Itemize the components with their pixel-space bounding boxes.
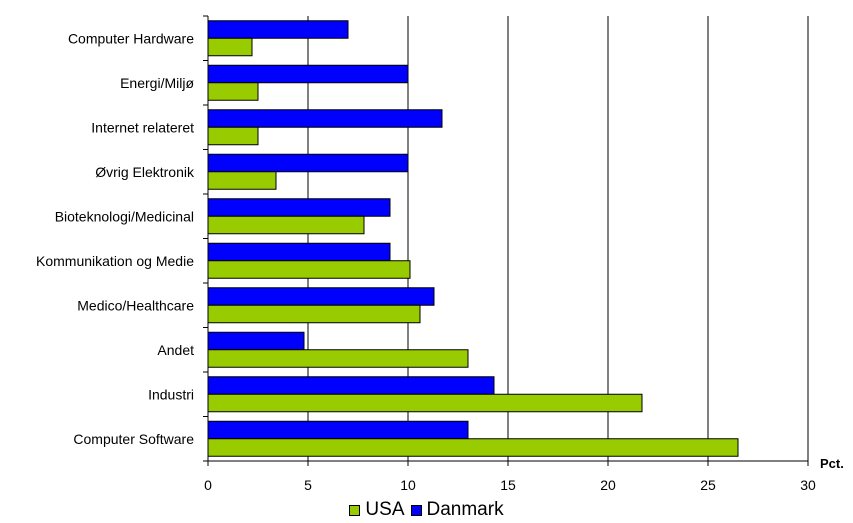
bar-danmark-kommunikation-og-medie (207, 242, 391, 262)
x-tick-label-5: 5 (304, 477, 312, 493)
x-tick-labels: 0 5 10 15 20 25 30 (204, 477, 816, 493)
category-label-computer-hardware: Computer Hardware (68, 30, 194, 46)
category-label-bioteknologi-medicinal: Bioteknologi/Medicinal (55, 208, 194, 224)
legend-swatch-danmark (410, 504, 422, 516)
x-unit-label: Pct. (820, 456, 844, 471)
legend: USA Danmark (0, 499, 853, 521)
category-label-computer-software: Computer Software (73, 431, 194, 447)
bar-danmark-computer-hardware (207, 20, 349, 39)
category-label-kommunikation-og-medie: Kommunikation og Medie (36, 253, 194, 269)
category-labels: Computer Hardware Energi/Miljø Internet re… (36, 30, 195, 447)
bar-usa-vrig-elektronik (207, 171, 277, 190)
category-label-medico-healthcare: Medico/Healthcare (77, 297, 194, 313)
legend-swatch-usa (349, 504, 361, 516)
bar-danmark-vrig-elektronik (207, 153, 409, 173)
bar-danmark-internet-relateret (207, 109, 443, 128)
bar-usa-medico-healthcare (207, 304, 421, 324)
bar-usa-bioteknologi-medicinal (207, 215, 365, 235)
x-tick-label-15: 15 (500, 477, 516, 493)
legend-label-usa: USA (365, 499, 405, 520)
bar-usa-computer-hardware (207, 37, 253, 57)
bar-danmark-andet (207, 331, 305, 351)
category-label-industri: Industri (148, 386, 194, 402)
bar-usa-industri (207, 393, 643, 413)
bar-danmark-medico-healthcare (207, 287, 435, 306)
bar-usa-internet-relateret (207, 126, 259, 146)
bar-usa-energi-milj (207, 82, 259, 101)
bar-usa-kommunikation-og-medie (207, 260, 411, 279)
bar-danmark-industri (207, 376, 495, 395)
bars (207, 20, 739, 457)
bar-usa-computer-software (207, 438, 739, 457)
category-label-energi-milj: Energi/Miljø (120, 75, 194, 91)
category-label-vrig-elektronik: Øvrig Elektronik (95, 164, 195, 180)
bar-danmark-bioteknologi-medicinal (207, 198, 391, 217)
x-tick-label-25: 25 (700, 477, 716, 493)
bar-danmark-computer-software (207, 420, 469, 440)
bar-danmark-energi-milj (207, 64, 409, 84)
category-label-andet: Andet (157, 342, 194, 358)
axes (203, 15, 809, 466)
x-tick-label-10: 10 (400, 477, 416, 493)
legend-item-usa: USA (349, 499, 405, 521)
category-label-internet-relateret: Internet relateret (91, 119, 194, 135)
legend-label-danmark: Danmark (426, 499, 504, 520)
bar-chart: Computer Hardware Energi/Miljø Internet re… (36, 15, 844, 493)
x-tick-label-30: 30 (800, 477, 816, 493)
bar-usa-andet (207, 349, 469, 368)
x-tick-label-20: 20 (600, 477, 616, 493)
x-tick-label-0: 0 (204, 477, 212, 493)
legend-item-danmark: Danmark (410, 499, 504, 521)
